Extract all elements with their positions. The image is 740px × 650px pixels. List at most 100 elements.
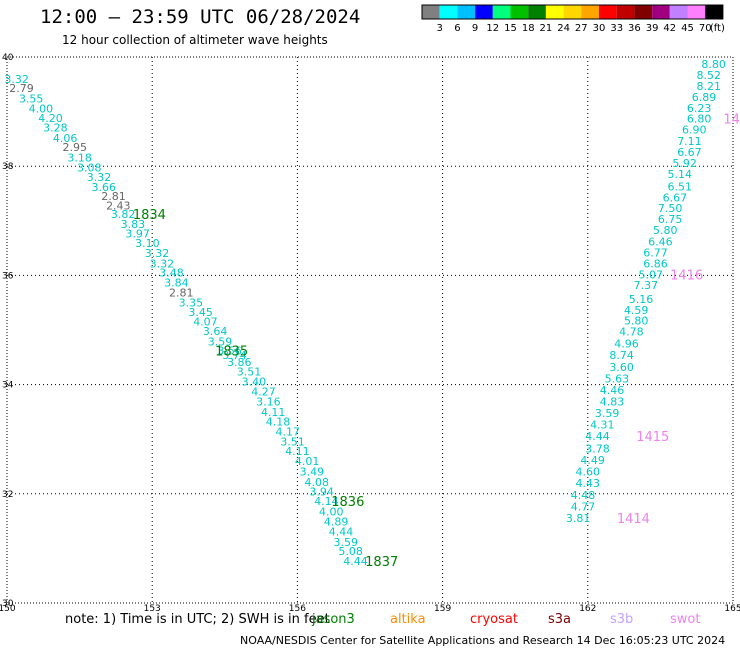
wave-height-label: 7.11 xyxy=(677,135,702,148)
colorbar-label: 45 xyxy=(681,23,694,34)
wave-height-label: 3.18 xyxy=(67,151,92,164)
colorbar-label: 24 xyxy=(557,23,570,34)
wave-height-label: 3.56 xyxy=(217,345,242,358)
wave-height-label: 3.60 xyxy=(609,361,634,374)
wave-height-label: 4.31 xyxy=(590,418,615,431)
colorbar-swatch xyxy=(705,5,723,19)
wave-height-label: 3.32 xyxy=(4,73,29,86)
y-tick-label: 32 xyxy=(2,490,13,500)
wave-height-label: 3.59 xyxy=(595,407,620,420)
wave-height-label: 3.82 xyxy=(111,208,136,221)
wave-height-label: 3.59 xyxy=(334,536,359,549)
chart-subtitle: 12 hour collection of altimeter wave hei… xyxy=(62,33,328,47)
colorbar-swatch xyxy=(687,5,706,19)
wave-height-label: 4.17 xyxy=(275,426,300,439)
wave-height-label: 4.06 xyxy=(53,132,78,145)
wave-height-label: 3.81 xyxy=(566,512,591,525)
pass-time-label: 1837 xyxy=(365,555,398,570)
wave-height-label: 8.74 xyxy=(609,349,634,362)
colorbar-swatch xyxy=(616,5,635,19)
wave-height-label: 3.48 xyxy=(159,267,184,280)
wave-height-label: 7.50 xyxy=(658,202,683,215)
colorbar-label: 33 xyxy=(610,23,623,34)
wave-height-label: 2.81 xyxy=(169,286,194,299)
wave-height-label: 2.95 xyxy=(63,141,88,154)
wave-height-label: 2.81 xyxy=(101,190,126,203)
wave-height-label: 3.59 xyxy=(208,335,233,348)
wave-height-label: 6.51 xyxy=(668,180,693,193)
wave-height-label: 4.08 xyxy=(305,476,330,489)
wave-height-label: 3.83 xyxy=(121,218,146,231)
wave-height-label: 6.80 xyxy=(687,113,712,126)
x-tick-label: 156 xyxy=(289,604,306,614)
wave-height-label: 3.16 xyxy=(256,396,281,409)
colorbar: 3 6 9 12 15 18 21 24 27 30 33 36 39 42 45 70(ft) xyxy=(421,4,725,34)
wave-height-label: 4.27 xyxy=(251,386,276,399)
colorbar-label: 30 xyxy=(593,23,606,34)
wave-height-label: 3.86 xyxy=(227,356,252,369)
wave-height-label: 3.64 xyxy=(203,325,228,338)
wave-height-label: 5.07 xyxy=(638,268,663,281)
wave-height-label: 4.00 xyxy=(29,102,54,115)
satellite-legend-s3b: s3b xyxy=(610,612,634,627)
colorbar-swatch xyxy=(563,5,582,19)
note-text: note: 1) Time is in UTC; 2) SWH is in fe… xyxy=(65,612,330,627)
wave-height-label: 4.44 xyxy=(585,430,610,443)
wave-height-label: 4.48 xyxy=(571,489,596,502)
wave-height-label: 5.92 xyxy=(672,157,697,170)
wave-height-label: 3.32 xyxy=(145,247,170,260)
colorbar-label: 42 xyxy=(663,23,676,34)
wave-height-label: 5.08 xyxy=(338,545,363,558)
wave-height-label: 3.78 xyxy=(585,442,610,455)
satellite-legend-cryosat: cryosat xyxy=(470,612,518,627)
x-tick-label: 162 xyxy=(579,604,596,614)
wave-height-label: 4.83 xyxy=(600,396,625,409)
colorbar-label: 27 xyxy=(575,23,588,34)
pass-time-label: 14 xyxy=(723,113,740,128)
wave-height-label: 6.90 xyxy=(682,124,707,137)
wave-height-label: 3.28 xyxy=(43,121,68,134)
x-tick-label: 165 xyxy=(724,604,740,614)
wave-height-label: 4.00 xyxy=(319,505,344,518)
wave-height-label: 5.16 xyxy=(629,293,654,306)
colorbar-swatch xyxy=(492,5,511,19)
y-tick-label: 40 xyxy=(2,53,14,63)
wave-height-label: 5.80 xyxy=(653,224,678,237)
satellite-legend-altika: altika xyxy=(390,612,426,627)
satellite-legend-jason3: jason3 xyxy=(312,612,355,627)
wave-height-label: 6.46 xyxy=(648,236,673,249)
colorbar-swatch xyxy=(422,5,440,19)
colorbar-frame xyxy=(421,4,724,20)
colorbar-swatch xyxy=(652,5,670,19)
wave-height-label: 8.52 xyxy=(697,69,722,82)
wave-height-label: 6.77 xyxy=(643,246,668,259)
wave-height-label: 7.37 xyxy=(634,279,659,292)
wave-height-label: 8.80 xyxy=(701,58,726,71)
wave-height-label: 4.96 xyxy=(614,338,639,351)
wave-height-label: 4.46 xyxy=(600,384,625,397)
wave-height-label: 3.94 xyxy=(309,486,334,499)
wave-height-label: 3.51 xyxy=(280,435,305,448)
wave-height-label: 4.77 xyxy=(571,500,596,513)
wave-height-label: 3.49 xyxy=(300,465,325,478)
wave-height-label: 4.07 xyxy=(193,315,218,328)
wave-height-label: 4.18 xyxy=(266,416,291,429)
wave-height-label: 3.84 xyxy=(164,276,189,289)
wave-height-label: 8.21 xyxy=(697,80,722,93)
colorbar-unit: (ft) xyxy=(710,23,725,34)
pass-time-label: 1836 xyxy=(331,495,364,510)
wave-height-label: 5.80 xyxy=(624,315,649,328)
wave-height-label: 6.75 xyxy=(658,213,683,226)
satellite-legend-s3a: s3a xyxy=(548,612,572,627)
y-tick-label: 38 xyxy=(2,162,14,172)
wave-height-label: 3.51 xyxy=(237,365,262,378)
colorbar-swatch xyxy=(581,5,599,19)
colorbar-swatch xyxy=(634,5,653,19)
wave-height-label: 3.32 xyxy=(87,171,112,184)
colorbar-label: 70 xyxy=(699,23,712,34)
wave-height-label: 4.60 xyxy=(576,465,601,478)
wave-height-label: 4.43 xyxy=(576,477,601,490)
wave-height-label: 3.66 xyxy=(92,181,117,194)
wave-height-label: 3.55 xyxy=(19,92,44,105)
